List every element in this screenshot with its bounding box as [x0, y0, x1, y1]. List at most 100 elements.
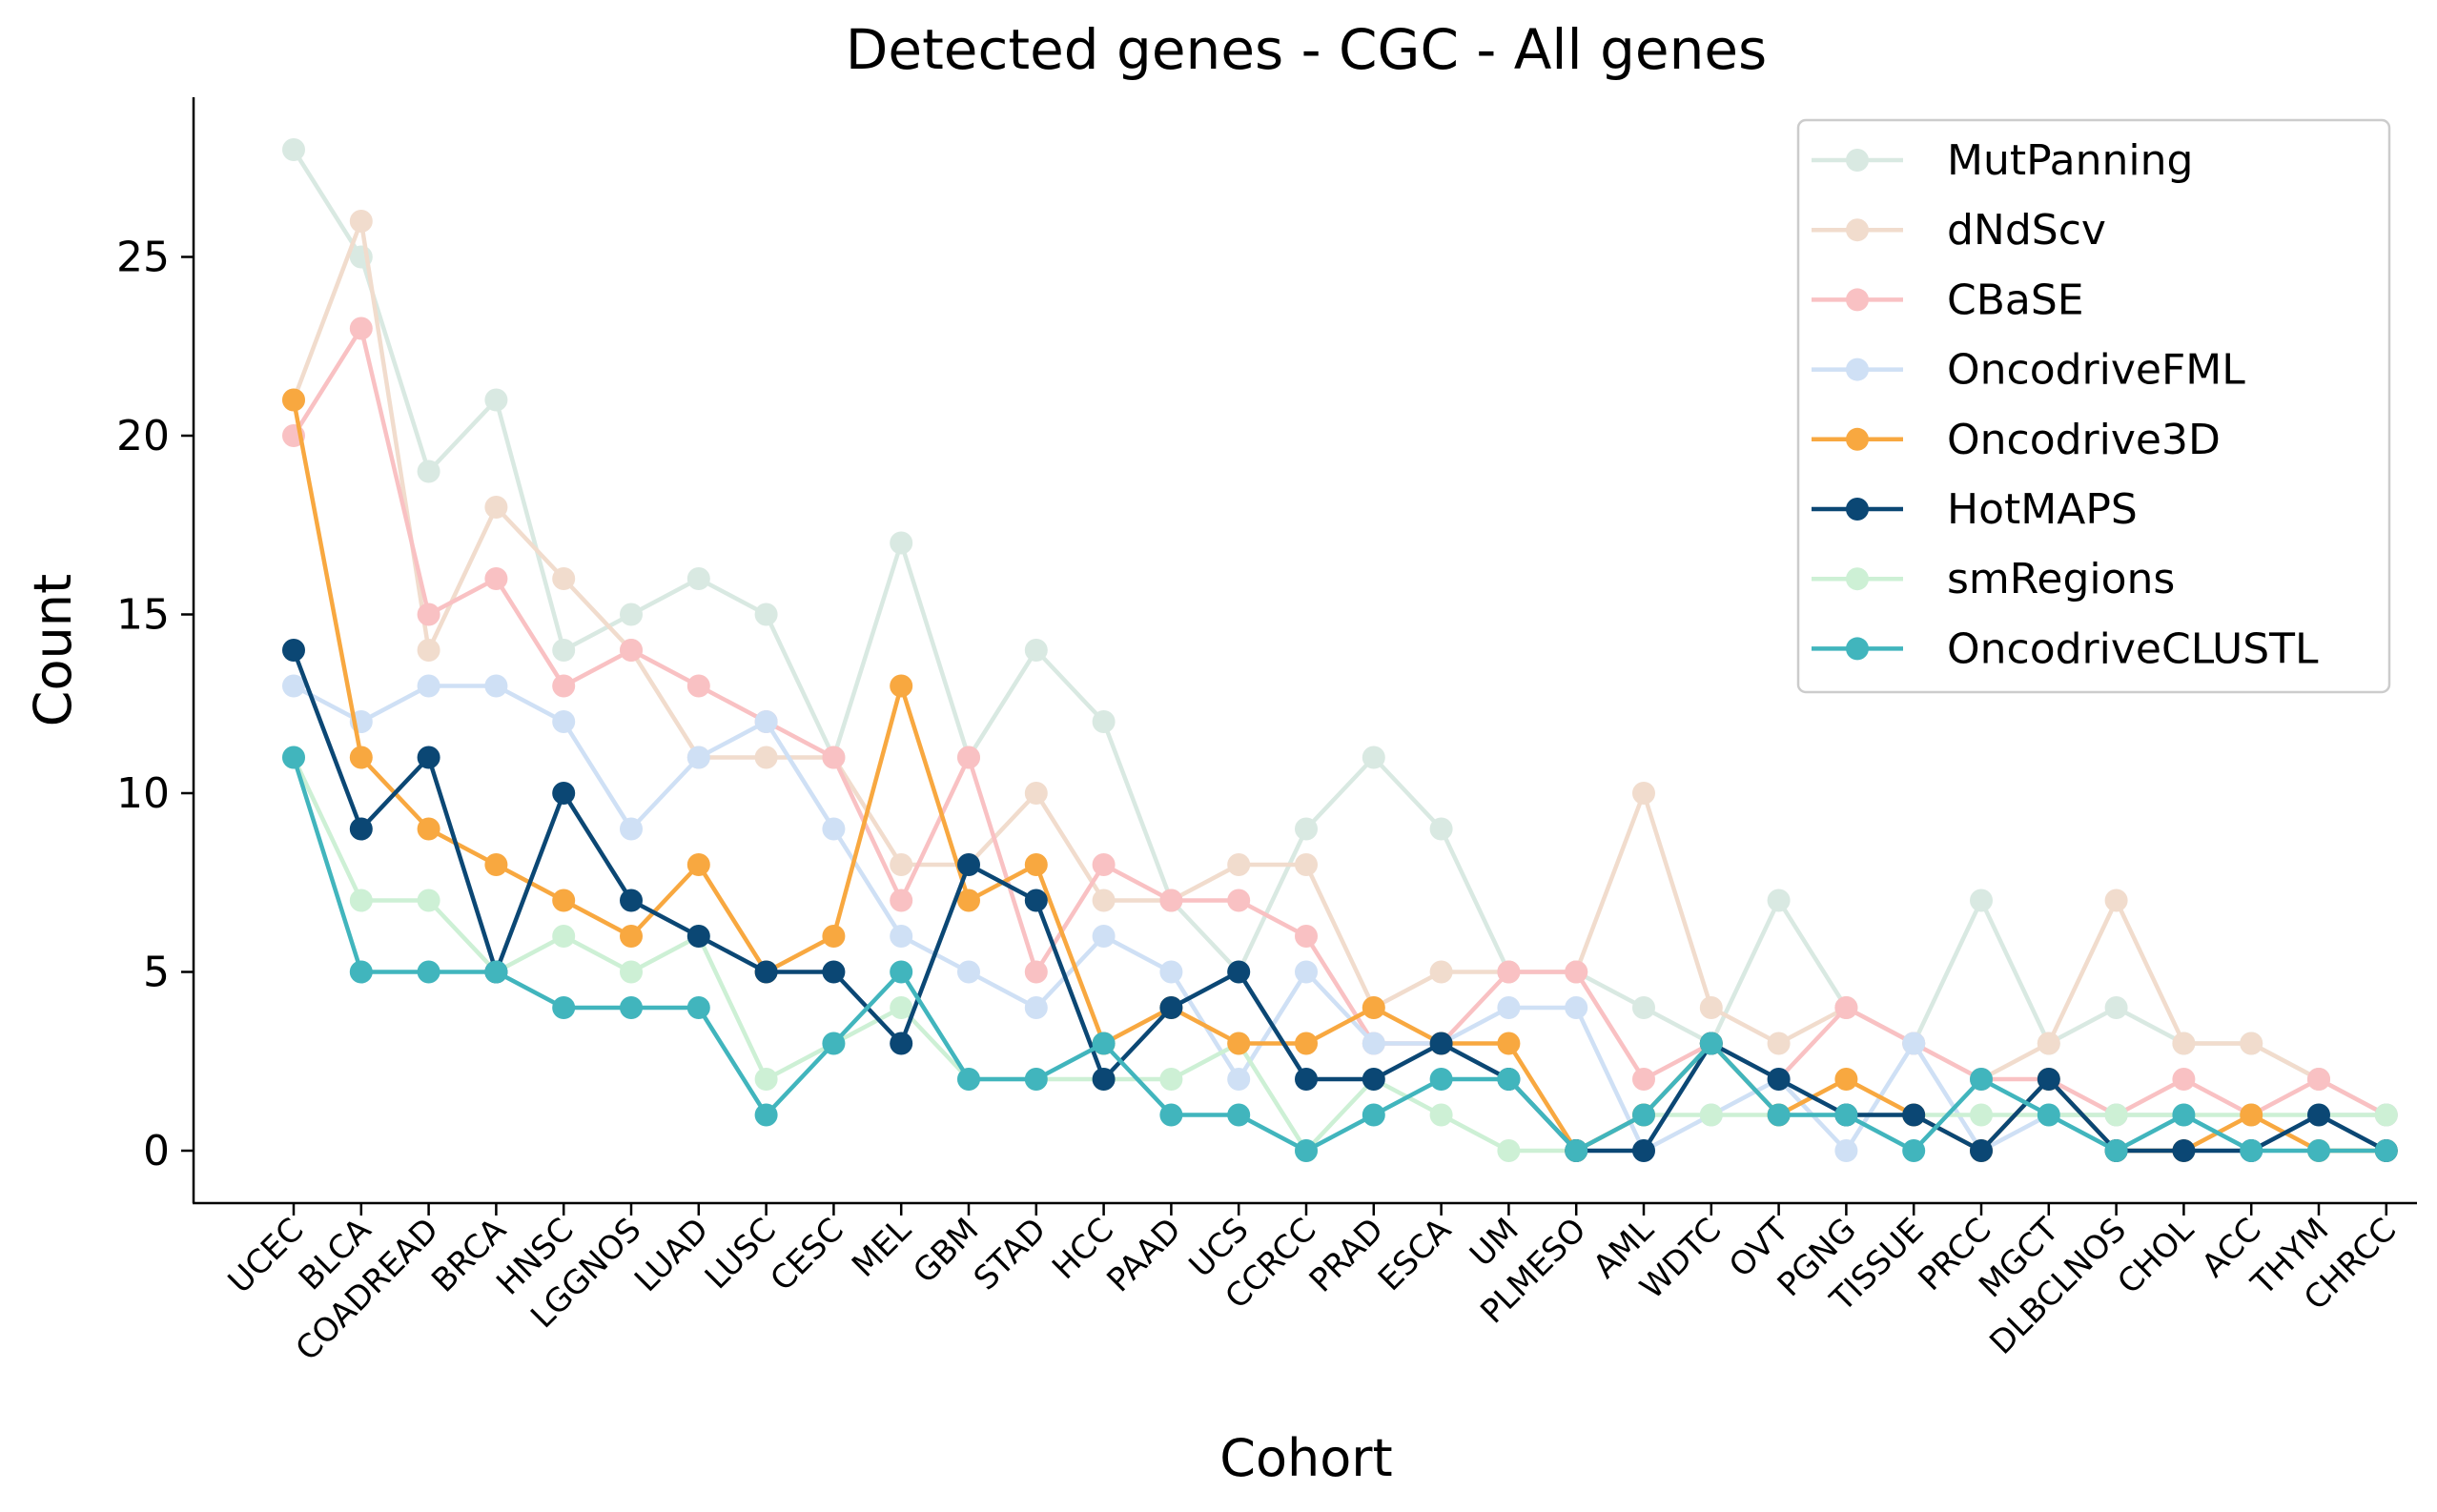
data-point-smregions: [349, 889, 373, 912]
data-point-oncodrive3d: [890, 674, 913, 698]
data-point-hotmaps: [1970, 1139, 1993, 1162]
data-point-oncodrivefml: [822, 817, 846, 841]
legend-marker: [1846, 427, 1869, 451]
data-point-hotmaps: [754, 960, 778, 984]
data-point-oncodrivefml: [1834, 1139, 1858, 1162]
data-point-mutpanning: [1092, 710, 1116, 733]
data-point-oncodrivefml: [1024, 996, 1048, 1019]
data-point-dndscv: [1227, 853, 1251, 876]
data-point-oncodriveclustl: [1497, 1068, 1521, 1091]
data-point-hotmaps: [2172, 1139, 2196, 1162]
data-point-oncodriveclustl: [2172, 1103, 2196, 1127]
data-point-oncodriveclustl: [1902, 1139, 1926, 1162]
legend-marker: [1846, 218, 1869, 242]
legend-item-dndscv: dNdScv: [1812, 206, 2106, 255]
legend-label: dNdScv: [1947, 206, 2106, 255]
y-tick-label-5: 5: [143, 949, 170, 997]
data-point-oncodrivefml: [282, 674, 305, 698]
data-point-oncodriveclustl: [417, 960, 440, 984]
data-point-oncodriveclustl: [1092, 1032, 1116, 1055]
data-point-cbase: [552, 674, 576, 698]
series-line-mutpanning: [292, 148, 2387, 1117]
data-point-hotmaps: [417, 746, 440, 769]
legend-label: OncodriveFML: [1947, 346, 2245, 395]
legend-marker: [1846, 498, 1869, 521]
x-ticks: UCECBLCACOADREADBRCAHNSCLGGNOSLUADLUSCCE…: [221, 1203, 2404, 1368]
data-point-oncodriveclustl: [754, 1103, 778, 1127]
legend-marker: [1846, 567, 1869, 591]
data-point-smregions: [2104, 1103, 2128, 1127]
data-point-oncodrive3d: [349, 746, 373, 769]
legend-label: HotMAPS: [1947, 485, 2138, 534]
data-point-dndscv: [1429, 960, 1453, 984]
data-point-hotmaps: [2037, 1068, 2060, 1091]
data-point-oncodrive3d: [1834, 1068, 1858, 1091]
data-point-dndscv: [1295, 853, 1318, 876]
data-point-smregions: [1497, 1139, 1521, 1162]
data-point-smregions: [620, 960, 643, 984]
data-point-mutpanning: [417, 460, 440, 483]
data-point-dndscv: [754, 746, 778, 769]
data-point-cbase: [1295, 925, 1318, 948]
data-point-hotmaps: [1632, 1139, 1655, 1162]
data-point-dndscv: [484, 496, 508, 519]
data-point-oncodrivefml: [620, 817, 643, 841]
data-point-oncodriveclustl: [1632, 1103, 1655, 1127]
data-point-dndscv: [2240, 1032, 2263, 1055]
x-tick-label: LUAD: [627, 1211, 716, 1299]
data-point-dndscv: [1092, 889, 1116, 912]
data-point-dndscv: [417, 639, 440, 662]
data-point-oncodriveclustl: [620, 996, 643, 1019]
data-point-oncodrivefml: [417, 674, 440, 698]
data-point-smregions: [754, 1068, 778, 1091]
data-point-dndscv: [2172, 1032, 2196, 1055]
series-line-oncodrivefml: [292, 684, 2386, 1154]
series-hotmaps: [282, 639, 2398, 1162]
data-point-oncodriveclustl: [822, 1032, 846, 1055]
data-point-mutpanning: [754, 603, 778, 626]
data-point-oncodrive3d: [552, 889, 576, 912]
data-point-hotmaps: [282, 639, 305, 662]
data-point-dndscv: [1024, 782, 1048, 805]
data-point-cbase: [349, 317, 373, 340]
data-point-oncodrive3d: [1362, 996, 1385, 1019]
data-point-hotmaps: [1092, 1068, 1116, 1091]
data-point-mutpanning: [890, 531, 913, 555]
data-point-oncodriveclustl: [552, 996, 576, 1019]
data-point-mutpanning: [1295, 817, 1318, 841]
data-point-oncodriveclustl: [484, 960, 508, 984]
data-point-hotmaps: [1902, 1103, 1926, 1127]
legend-label: MutPanning: [1947, 136, 2193, 185]
data-point-oncodrive3d: [417, 817, 440, 841]
legend-items: MutPanning dNdScv CBaSE OncodriveFML Oncodri…: [1812, 136, 2319, 673]
data-point-mutpanning: [1767, 889, 1791, 912]
data-point-cbase: [686, 674, 710, 698]
x-tick-label: UCEC: [221, 1211, 312, 1301]
data-point-oncodriveclustl: [957, 1068, 980, 1091]
data-point-dndscv: [1632, 782, 1655, 805]
data-point-oncodrive3d: [282, 388, 305, 412]
data-point-hotmaps: [1227, 960, 1251, 984]
data-point-cbase: [890, 889, 913, 912]
data-point-oncodrive3d: [484, 853, 508, 876]
legend-label: Oncodrive3D: [1947, 416, 2221, 464]
data-point-mutpanning: [484, 388, 508, 412]
y-tick-label-25: 25: [116, 234, 170, 282]
data-point-hotmaps: [1159, 996, 1183, 1019]
legend-frame: [1796, 118, 2391, 694]
data-point-oncodriveclustl: [890, 960, 913, 984]
data-point-oncodrivefml: [1902, 1032, 1926, 1055]
data-point-mutpanning: [620, 603, 643, 626]
data-point-cbase: [1834, 996, 1858, 1019]
data-point-dndscv: [2104, 889, 2128, 912]
y-tick-label-15: 15: [116, 591, 170, 640]
data-point-dndscv: [1767, 1032, 1791, 1055]
data-point-cbase: [1024, 960, 1048, 984]
x-tick-label: MEL: [845, 1211, 919, 1285]
data-point-oncodriveclustl: [349, 960, 373, 984]
data-point-cbase: [2307, 1068, 2330, 1091]
data-point-oncodrivefml: [1227, 1068, 1251, 1091]
data-point-oncodrivefml: [890, 925, 913, 948]
data-point-smregions: [2374, 1103, 2398, 1127]
data-point-dndscv: [890, 853, 913, 876]
